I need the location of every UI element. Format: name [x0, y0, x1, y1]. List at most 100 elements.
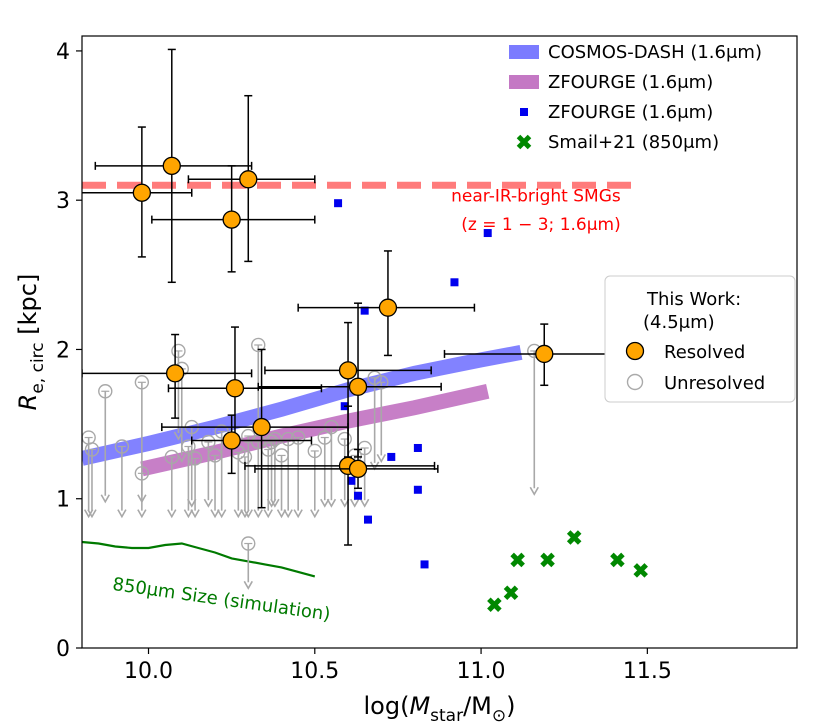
legend-label: COSMOS-DASH (1.6μm): [548, 42, 762, 63]
unresolved-point: [171, 343, 186, 441]
arrow-head: [190, 509, 200, 519]
arrow-head: [187, 498, 197, 508]
resolved-marker: [338, 361, 358, 380]
unresolved-point: [98, 384, 113, 504]
zfourge-square: [413, 443, 422, 452]
smail21-cross: [566, 530, 582, 545]
arrow-head: [283, 509, 293, 519]
unresolved-marker: [264, 434, 279, 450]
legend-swatch-square: [520, 108, 528, 116]
arrow-head: [137, 509, 147, 519]
resolved-marker: [378, 298, 398, 317]
x-tick-label: 11.0: [457, 659, 506, 684]
zfourge-square: [450, 278, 459, 287]
legend-entry: COSMOS-DASH (1.6μm): [509, 42, 762, 63]
arrow-head: [326, 498, 337, 508]
smail21-cross: [633, 563, 648, 578]
arrow-head: [177, 454, 187, 464]
resolved-marker: [239, 170, 258, 189]
unresolved-point: [527, 343, 542, 496]
unresolved-marker: [290, 430, 306, 445]
unresolved-point: [201, 434, 216, 508]
y-tick-label: 4: [56, 40, 70, 65]
unresolved-marker: [134, 466, 150, 481]
legend-entry: ZFOURGE (1.6μm): [520, 102, 713, 123]
resolved-marker: [222, 431, 241, 450]
arrow-head: [529, 486, 539, 496]
resolved-point: [82, 126, 193, 258]
legend-entry: Smail+21 (850μm): [516, 132, 719, 153]
band-zfourge: [140, 383, 490, 477]
unresolved-point: [290, 430, 306, 519]
smail21-cross: [503, 585, 519, 601]
annotation-text: (z = 1 − 3; 1.6μm): [461, 215, 620, 235]
zfourge-square: [360, 306, 369, 315]
y-tick-label: 0: [56, 637, 70, 662]
legend-swatch-band: [509, 75, 539, 89]
zfourge-square: [364, 515, 372, 524]
zfourge-square: [483, 229, 492, 238]
unresolved-marker: [201, 434, 216, 450]
zfourge-square: [354, 491, 363, 500]
unresolved-point: [214, 424, 229, 519]
unresolved-marker: [181, 439, 196, 454]
y-tick-label: 3: [56, 189, 70, 214]
arrow-head: [310, 509, 320, 519]
plot-area: [82, 48, 648, 612]
zfourge-square: [387, 452, 396, 461]
unresolved-point: [134, 466, 150, 519]
unresolved-point: [274, 448, 289, 519]
legend-swatch-cross: [516, 134, 532, 150]
resolved-marker: [162, 156, 181, 176]
resolved-marker: [348, 377, 368, 396]
legend-label: ZFOURGE (1.6μm): [548, 72, 713, 93]
simulation-850um-line: [82, 540, 316, 578]
unresolved-point: [280, 431, 296, 519]
resolved-marker: [165, 364, 185, 383]
arrow-head: [233, 509, 243, 519]
unresolved-point: [114, 439, 130, 519]
legend-label: ZFOURGE (1.6μm): [548, 102, 713, 123]
resolved-point: [161, 348, 349, 509]
arrow-head: [210, 509, 220, 519]
x-tick-label: 11.5: [623, 659, 672, 684]
arrow-head: [376, 454, 386, 464]
arrow-head: [243, 509, 253, 519]
axes-frame: [81, 35, 798, 649]
arrow-head: [263, 509, 273, 519]
unresolved-marker: [187, 451, 203, 466]
resolved-point: [94, 48, 253, 284]
unresolved-marker: [114, 439, 130, 454]
resolved-marker: [132, 183, 152, 202]
arrow-head: [100, 494, 110, 504]
unresolved-point: [374, 375, 389, 464]
resolved-marker: [225, 379, 245, 398]
resolved-point: [190, 414, 313, 475]
arrow-head: [350, 498, 360, 508]
unresolved-marker: [307, 443, 322, 459]
legend-this-work: This Work:(4.5μm) Resolved Unresolved: [604, 275, 796, 403]
arrow-head: [253, 509, 263, 519]
arrow-head: [243, 580, 253, 590]
smail21-cross: [487, 597, 502, 612]
legend-entry: ZFOURGE (1.6μm): [509, 72, 713, 93]
arrow-head: [167, 509, 177, 519]
axis-ticks: 10.0 10.5 11.0 11.5 0 1 2 3 4: [56, 40, 672, 684]
legend-entry: Resolved: [625, 341, 745, 363]
unresolved-marker: [84, 442, 100, 457]
arrow-head: [359, 498, 370, 508]
legend-swatch-band: [509, 45, 539, 59]
legend-box: [604, 275, 796, 403]
zfourge-square: [420, 560, 429, 569]
resolved-marker: [222, 210, 241, 229]
unresolved-marker: [251, 337, 266, 353]
arrow-head: [270, 498, 280, 508]
resolved-point: [254, 448, 439, 490]
unresolved-marker: [134, 375, 150, 390]
unresolved-marker: [241, 536, 256, 551]
resolved-point: [167, 326, 323, 445]
arrow-head: [320, 498, 330, 508]
arrow-head: [266, 498, 277, 508]
legend-label: Resolved: [664, 342, 745, 363]
